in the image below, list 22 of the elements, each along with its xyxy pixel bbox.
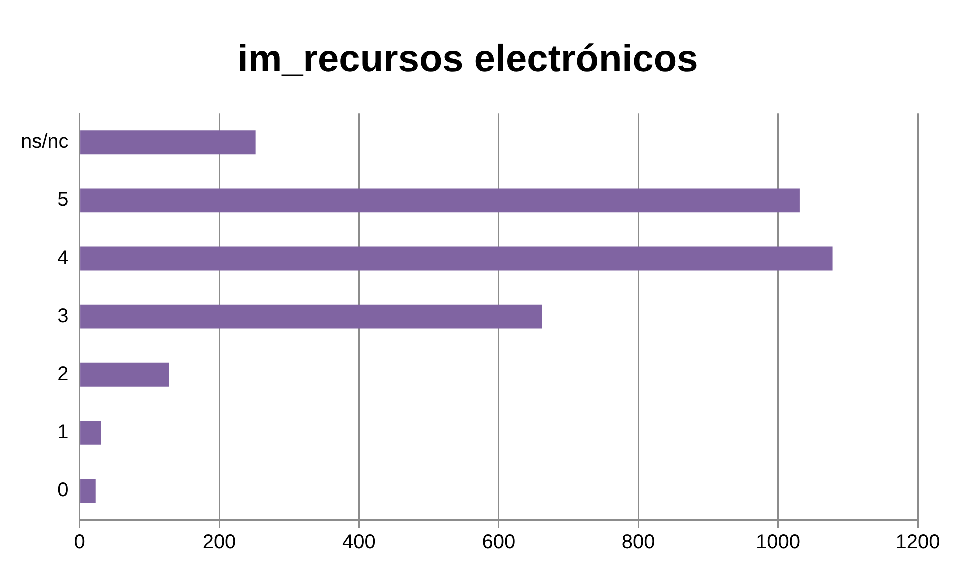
y-tick-label: 4 xyxy=(58,247,69,270)
chart-title: im_recursos electrónicos xyxy=(238,38,698,80)
y-tick-label: 1 xyxy=(58,421,69,444)
x-tick-label: 0 xyxy=(74,532,86,554)
x-tick-label: 1200 xyxy=(896,532,940,554)
bar xyxy=(80,362,170,387)
y-tick-label: ns/nc xyxy=(20,131,69,154)
bar xyxy=(80,130,256,155)
bar xyxy=(80,304,542,329)
bar xyxy=(80,188,800,213)
y-tick-label: 3 xyxy=(58,305,69,328)
bar xyxy=(80,246,833,271)
x-tick-label: 200 xyxy=(202,532,236,554)
bar xyxy=(80,478,96,503)
y-tick-label: 2 xyxy=(58,363,69,386)
y-tick-label: 5 xyxy=(58,189,69,212)
x-tick-label: 400 xyxy=(342,532,376,554)
x-tick-label: 600 xyxy=(482,532,516,554)
x-tick-label: 1000 xyxy=(756,532,801,554)
bar xyxy=(80,420,102,445)
y-tick-label: 0 xyxy=(58,479,69,502)
x-tick-label: 800 xyxy=(622,532,656,554)
